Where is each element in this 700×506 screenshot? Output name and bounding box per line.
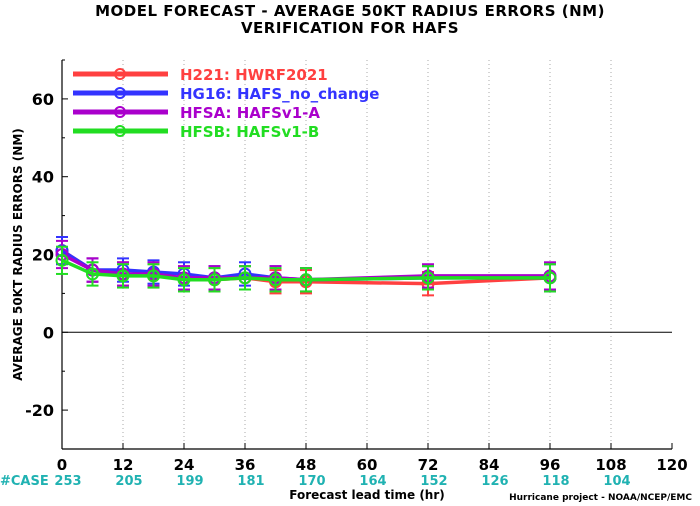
x-tick-label: 96 [540, 456, 561, 474]
x-tick-label: 108 [595, 456, 626, 474]
y-tick-label: 60 [32, 90, 54, 109]
case-count: 152 [420, 474, 447, 489]
x-tick-label: 24 [174, 456, 195, 474]
case-count: 118 [542, 474, 569, 489]
case-count: 126 [481, 474, 508, 489]
x-tick-label: 0 [57, 456, 67, 474]
data-point [269, 273, 282, 287]
case-count: 199 [176, 474, 203, 489]
x-tick-label: 12 [113, 456, 134, 474]
y-tick-label: 20 [32, 246, 54, 265]
x-axis-title: Forecast lead time (hr) [289, 488, 445, 502]
case-count: 253 [54, 474, 81, 489]
legend-marker [114, 125, 126, 137]
data-point [299, 273, 313, 287]
legend-label: HFSB: HAFSv1-B [180, 123, 319, 141]
data-point [147, 269, 160, 283]
legend-marker [114, 87, 126, 99]
x-tick-label: 72 [418, 456, 439, 474]
chart-subtitle: VERIFICATION FOR HAFS [240, 19, 460, 37]
series-3 [55, 245, 557, 293]
data-point [55, 253, 69, 267]
data-point [86, 267, 99, 281]
case-label: #CASE [0, 474, 49, 489]
legend-label: HFSA: HAFSv1-A [180, 104, 320, 122]
case-count: 205 [115, 474, 142, 489]
legend-item: HFSB: HAFSv1-B [73, 123, 319, 141]
legend-marker [114, 68, 126, 80]
case-count: 170 [298, 474, 325, 489]
x-tick-label: 84 [479, 456, 500, 474]
credit-text: Hurricane project - NOAA/NCEP/EMC [509, 493, 692, 503]
legend-item: HFSA: HAFSv1-A [73, 104, 320, 122]
data-point [177, 273, 191, 287]
data-point [208, 273, 221, 287]
y-tick-label: 0 [43, 323, 54, 342]
legend-label: H221: HWRF2021 [180, 66, 328, 84]
case-count: 104 [603, 474, 630, 489]
legend-marker [114, 106, 126, 118]
data-point [543, 271, 557, 285]
case-count: 164 [359, 474, 386, 489]
x-tick-label: 120 [656, 456, 687, 474]
chart-title: MODEL FORECAST - AVERAGE 50KT RADIUS ERR… [95, 2, 605, 20]
y-tick-label: 40 [32, 168, 54, 187]
series-line [61, 258, 550, 282]
x-tick-label: 36 [235, 456, 256, 474]
y-tick-label: -20 [25, 401, 54, 420]
legend-item: HG16: HAFS_no_change [73, 85, 379, 103]
legend-item: H221: HWRF2021 [73, 66, 328, 84]
x-tick-label: 60 [357, 456, 378, 474]
case-count: 181 [237, 474, 264, 489]
y-axis-title: AVERAGE 50KT RADIUS ERRORS (NM) [11, 128, 25, 380]
legend-label: HG16: HAFS_no_change [180, 85, 379, 103]
data-point [238, 271, 252, 285]
x-tick-label: 48 [296, 456, 317, 474]
data-point [421, 271, 435, 285]
data-point [116, 269, 130, 283]
